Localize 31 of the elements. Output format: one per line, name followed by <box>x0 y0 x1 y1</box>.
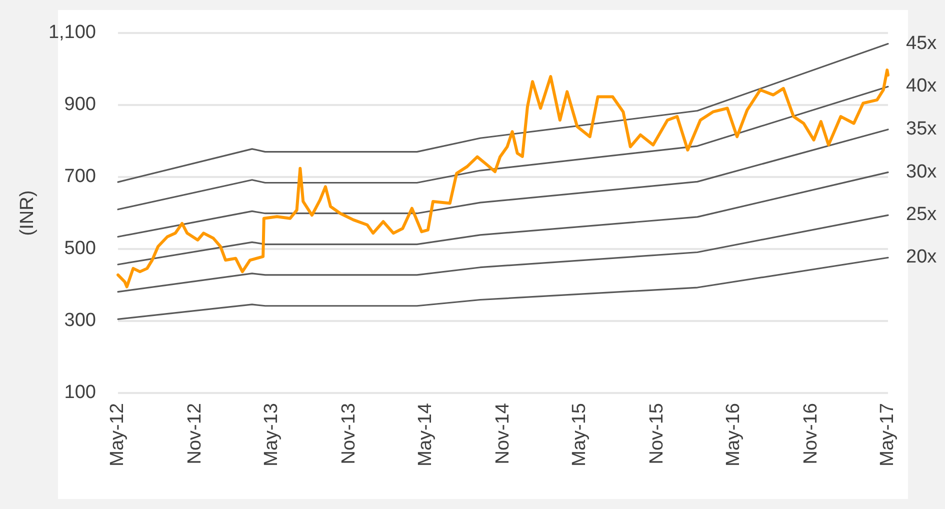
line-series <box>117 256 889 320</box>
x-tick-label: Nov-15 <box>646 403 668 464</box>
x-tick-label: May-16 <box>723 403 744 466</box>
line-series <box>117 128 889 238</box>
series-label: 25x <box>906 204 938 226</box>
x-tick-label: May-14 <box>414 402 436 466</box>
y-tick-label: 900 <box>64 94 96 116</box>
x-tick-label: Nov-14 <box>492 402 514 464</box>
x-tick-label: Nov-12 <box>184 403 206 464</box>
line-series <box>117 172 889 266</box>
line-series <box>116 68 890 288</box>
series-label: 35x <box>906 118 938 140</box>
x-tick-label: May-13 <box>260 403 282 466</box>
x-tick-label: Nov-16 <box>800 403 822 464</box>
series-label: 20x <box>906 246 938 268</box>
y-tick-label: 500 <box>64 238 96 260</box>
series-label: 40x <box>906 76 938 97</box>
line-series <box>117 43 889 183</box>
x-tick-label: May-12 <box>107 403 128 466</box>
line-series <box>117 214 889 293</box>
y-tick-label: 100 <box>64 382 96 404</box>
y-axis-title: (INR) <box>17 190 38 236</box>
y-tick-label: 300 <box>64 310 96 332</box>
series-label: 30x <box>906 161 938 182</box>
x-tick-label: May-17 <box>877 403 898 466</box>
line-series <box>117 86 889 210</box>
x-tick-label: Nov-13 <box>338 403 360 464</box>
series-label: 45x <box>906 32 938 54</box>
x-tick-label: May-15 <box>568 403 590 466</box>
y-tick-label: 700 <box>64 166 96 188</box>
y-tick-label: 1,100 <box>48 22 96 44</box>
